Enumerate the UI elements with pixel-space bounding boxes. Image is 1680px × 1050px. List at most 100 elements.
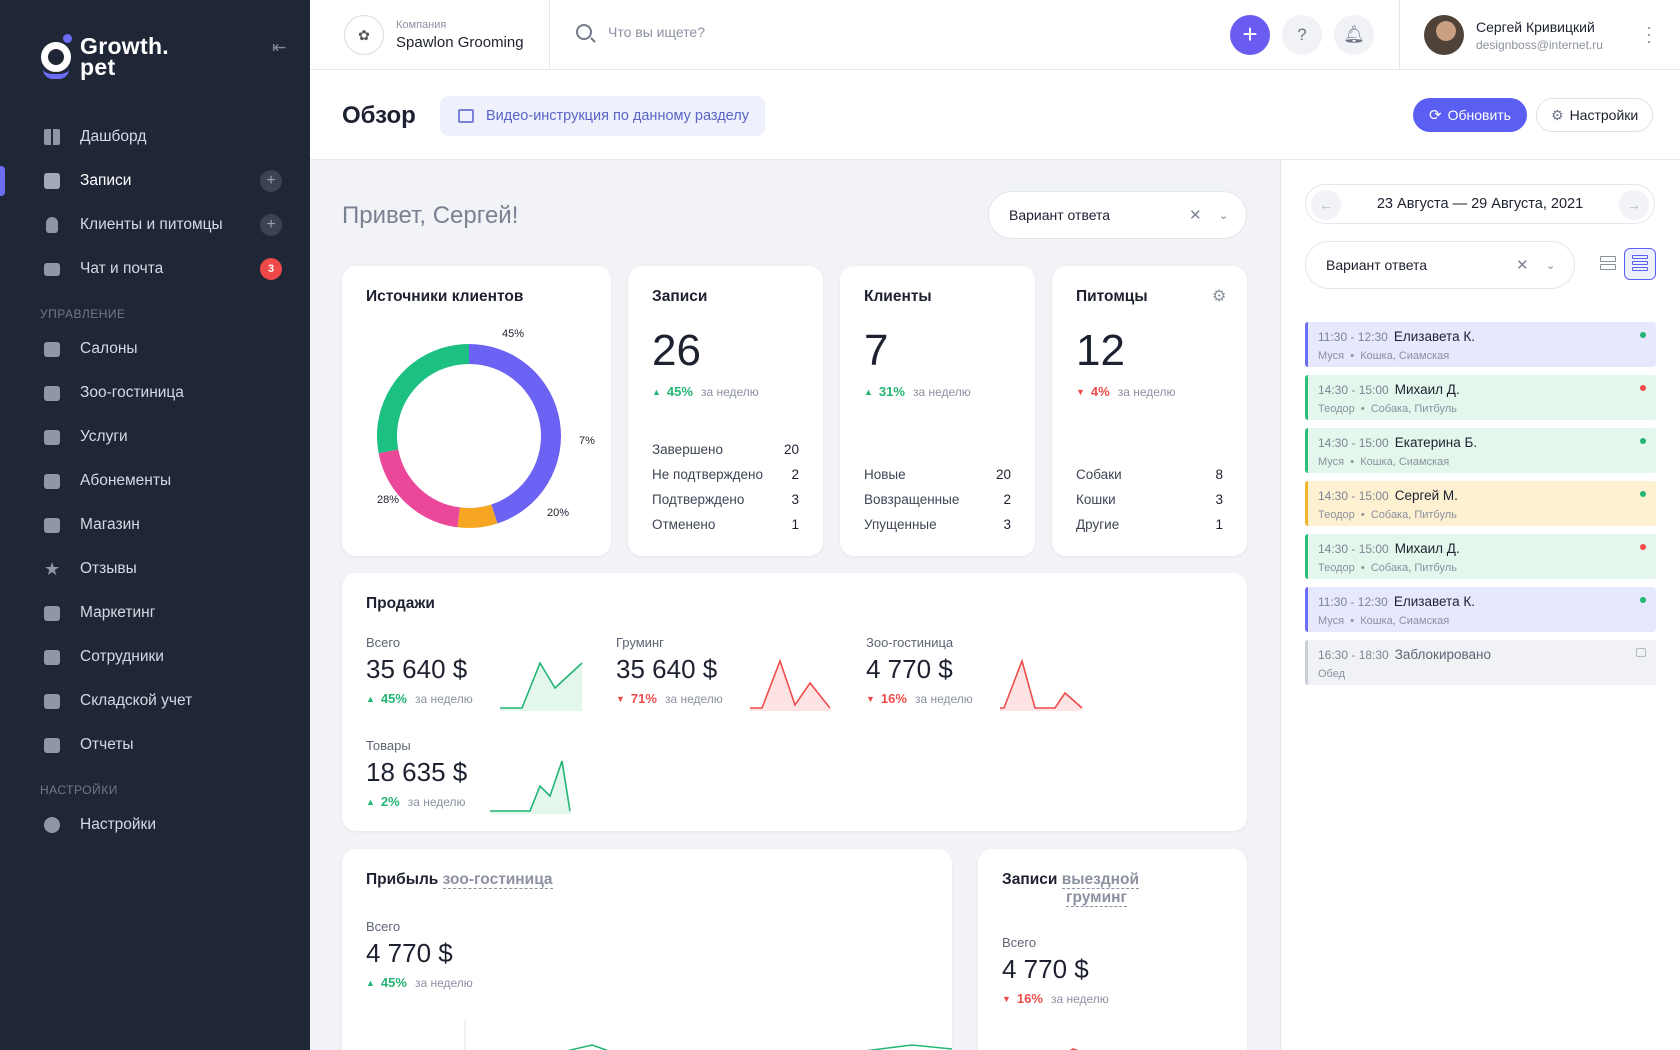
appointment-item[interactable]: 14:30 - 15:00 Екатерина Б. Муся • Кошка, С… [1305, 428, 1656, 473]
records-value: 26 [652, 326, 701, 375]
profit-category-link[interactable]: зоо-гостиница [442, 871, 553, 889]
sales-label: Зоо-гостиница [866, 635, 954, 650]
star-icon: ★ [44, 558, 61, 579]
pets-card: Питомцы ⚙ 12 ▼ 4% за неделю Собаки 8 Кошк… [1052, 266, 1247, 556]
clear-icon[interactable]: ✕ [1516, 257, 1529, 274]
appointment-time: 16:30 - 18:30 [1318, 648, 1389, 662]
appointment-item[interactable]: 14:30 - 15:00 Сергей М. Теодор • Собака, П… [1305, 481, 1656, 526]
sidebar-item-label: Записи [80, 172, 132, 189]
donut-slice [377, 344, 470, 454]
sidebar-item-clients[interactable]: Клиенты и питомцы + [0, 203, 310, 247]
sidebar-item-clipboard[interactable]: Услуги [0, 415, 310, 459]
list-view-button[interactable] [1624, 248, 1656, 280]
card-icon [42, 471, 62, 491]
create-button[interactable]: + [1230, 15, 1270, 55]
logo[interactable]: Growth. pet [40, 34, 169, 80]
settings-label: Настройки [1569, 107, 1639, 123]
chart-icon [42, 735, 62, 755]
status-dot [1640, 438, 1646, 444]
sidebar-item-warehouse[interactable]: Складской учет [0, 679, 310, 723]
calendar-check-icon [42, 171, 62, 191]
donut-label: 28% [377, 494, 399, 506]
add-record-button[interactable]: + [260, 170, 282, 192]
sidebar-item-label: Чат и почта [80, 260, 164, 277]
bell-icon[interactable]: 🔔︎ [1334, 15, 1374, 55]
status-dot [1640, 491, 1646, 497]
card-title: Прибыль зоо-гостиница [366, 871, 553, 889]
appointment-item[interactable]: 11:30 - 12:30 Елизавета К. Муся • Кошка, С… [1305, 587, 1656, 632]
appointment-time: 14:30 - 15:00 [1318, 383, 1389, 397]
sidebar-item-team[interactable]: Сотрудники [0, 635, 310, 679]
triangle-down-icon: ▼ [1076, 386, 1085, 397]
donut-slice [468, 344, 561, 524]
sidebar-item-dashboard[interactable]: Дашборд [0, 115, 310, 159]
sidebar-item-settings[interactable]: Настройки [0, 803, 310, 847]
blocked-slot[interactable]: 16:30 - 18:30 Заблокировано Обед [1305, 640, 1656, 685]
chevron-down-icon[interactable]: ⌄ [1546, 259, 1556, 272]
team-icon [42, 647, 62, 667]
chevron-down-icon[interactable]: ⌄ [1219, 209, 1229, 222]
compact-view-button[interactable] [1592, 248, 1624, 280]
sidebar-item-label: Салоны [80, 340, 138, 357]
video-guide-button[interactable]: Видео-инструкция по данному разделу [440, 96, 765, 136]
onsite-card: Записи выездной груминг Всего 4 770 $ ▼ 1… [978, 849, 1247, 1050]
status-dot [1640, 385, 1646, 391]
more-vertical-icon[interactable]: · · · [1646, 17, 1652, 51]
table-row: Не подтверждено 2 [652, 467, 799, 482]
filter-select[interactable]: Вариант ответа ✕ ⌄ [988, 191, 1247, 239]
pet-info: Теодор • Собака, Питбуль [1318, 562, 1457, 574]
company-switcher[interactable]: ✿ Компания Spawlon Grooming [310, 0, 550, 70]
user-name: Сергей Кривицкий [1476, 18, 1595, 35]
blocked-note: Обед [1318, 668, 1346, 680]
appointment-item[interactable]: 11:30 - 12:30 Елизавета К. Муся • Кошка, С… [1305, 322, 1656, 367]
sidebar-item-salon[interactable]: Салоны [0, 327, 310, 371]
appointment-time: 14:30 - 15:00 [1318, 542, 1389, 556]
arrow-right-icon[interactable]: → [1619, 190, 1649, 220]
sidebar-item-card[interactable]: Абонементы [0, 459, 310, 503]
clients-value: 7 [864, 326, 889, 375]
sidebar-item-basket[interactable]: Магазин [0, 503, 310, 547]
sidebar-item-home[interactable]: Зоо-гостиница [0, 371, 310, 415]
triangle-down-icon: ▼ [866, 693, 875, 704]
dashboard-icon [42, 127, 62, 147]
calendar-filter-select[interactable]: Вариант ответа ✕ ⌄ [1305, 241, 1575, 289]
appointment-list: 11:30 - 12:30 Елизавета К. Муся • Кошка, С… [1305, 322, 1656, 693]
onsite-total: Всего 4 770 $ ▼ 16% за неделю [1002, 935, 1109, 1006]
refresh-button[interactable]: ⟳ Обновить [1413, 98, 1527, 132]
appointment-item[interactable]: 14:30 - 15:00 Михаил Д. Теодор • Собака, П… [1305, 375, 1656, 420]
onsite-link-2[interactable]: груминг [1066, 889, 1127, 907]
table-row: Новые 20 [864, 467, 1011, 482]
delta-percent: 4% [1090, 384, 1110, 399]
arrow-left-icon[interactable]: ← [1311, 190, 1341, 220]
sidebar-item-chat[interactable]: Чат и почта 3 [0, 247, 310, 291]
client-name: Михаил Д. [1394, 541, 1460, 556]
help-icon[interactable]: ? [1282, 15, 1322, 55]
video-guide-label: Видео-инструкция по данному разделу [486, 108, 749, 124]
records-delta: ▲ 45% за неделю [652, 384, 759, 399]
unread-badge: 3 [260, 258, 282, 280]
sidebar-item-star[interactable]: ★ Отзывы [0, 547, 310, 591]
clear-icon[interactable]: ✕ [1189, 207, 1202, 224]
card-title: Источники клиентов [366, 288, 524, 305]
blocked-label: Заблокировано [1394, 647, 1492, 662]
client-name: Елизавета К. [1393, 329, 1475, 344]
sidebar-item-label: Сотрудники [80, 648, 164, 665]
sidebar-item-chart[interactable]: Отчеты [0, 723, 310, 767]
clients-card: Клиенты 7 ▲ 31% за неделю Новые 20 Вовзра… [840, 266, 1035, 556]
pets-value: 12 [1076, 326, 1125, 375]
sidebar-item-records[interactable]: Записи + [0, 159, 310, 203]
add-client-button[interactable]: + [260, 214, 282, 236]
sales-label: Груминг [616, 635, 664, 650]
sales-value: 35 640 $ [366, 654, 468, 684]
user-profile[interactable]: Сергей Кривицкий designboss@internet.ru [1424, 15, 1603, 55]
sidebar-item-mail[interactable]: Маркетинг [0, 591, 310, 635]
search-input[interactable] [608, 24, 1008, 40]
appointment-item[interactable]: 14:30 - 15:00 Михаил Д. Теодор • Собака, П… [1305, 534, 1656, 579]
settings-button[interactable]: ⚙ Настройки [1536, 98, 1654, 132]
onsite-link-1[interactable]: выездной [1061, 871, 1139, 889]
sales-delta: ▼ 16% за неделю [866, 691, 973, 706]
gear-icon: ⚙ [1551, 106, 1564, 123]
collapse-left-icon[interactable]: ⇤ [272, 38, 287, 57]
status-dot [1640, 597, 1646, 603]
gear-icon[interactable]: ⚙ [1212, 288, 1227, 305]
